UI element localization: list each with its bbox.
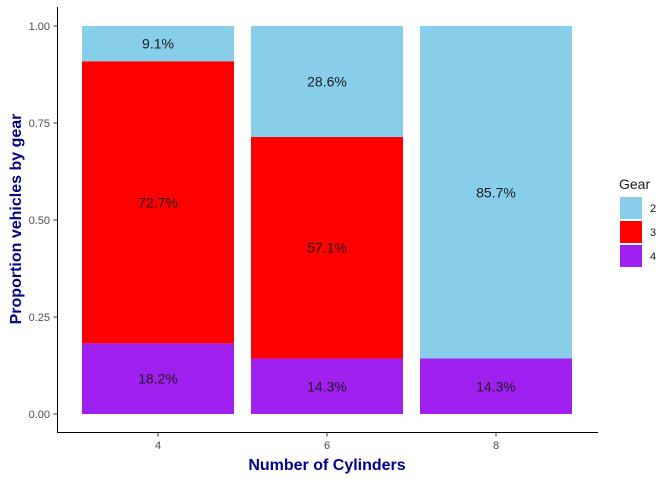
legend-label-gear-3: 3 xyxy=(650,227,656,239)
x-axis-title: Number of Cylinders xyxy=(248,457,405,474)
data-labels-layer: 18.2% 72.7% 9.1% 14.3% 57.1% 28.6% 14.3% 85.7% xyxy=(138,36,516,395)
bar-segment-cyl-6-gear-4 xyxy=(251,358,403,414)
bar-segment-cyl-6-gear-3 xyxy=(251,136,403,359)
legend: Gear 2 3 4 xyxy=(619,176,656,267)
bar-segment-cyl-8-gear-4 xyxy=(420,358,572,414)
y-axis-title: Proportion vehicles by gear xyxy=(8,114,25,325)
data-label-cyl-6-gear-4: 14.3% xyxy=(307,378,347,394)
data-label-cyl-6-gear-2: 28.6% xyxy=(307,73,347,89)
y-tick-label: 1.00 xyxy=(29,21,50,33)
x-axis-ticks: 4 6 8 xyxy=(155,432,499,452)
data-label-cyl-4-gear-2: 9.1% xyxy=(142,36,174,52)
x-tick-label: 8 xyxy=(493,440,499,452)
y-tick-label: 0.50 xyxy=(29,215,50,227)
x-tick-label: 4 xyxy=(155,440,161,452)
data-label-cyl-4-gear-3: 72.7% xyxy=(138,194,178,210)
y-tick-label: 0.00 xyxy=(29,409,50,421)
bar-segment-cyl-6-gear-2 xyxy=(251,26,403,137)
legend-label-gear-4: 4 xyxy=(650,251,656,263)
bar-segment-cyl-4-gear-4 xyxy=(82,343,234,414)
y-tick-label: 0.75 xyxy=(29,118,50,130)
legend-swatch-gear-4 xyxy=(620,245,642,267)
data-label-cyl-4-gear-4: 18.2% xyxy=(138,371,178,387)
bars-layer xyxy=(82,26,572,414)
legend-label-gear-2: 2 xyxy=(650,203,656,215)
legend-swatch-gear-3 xyxy=(620,221,642,243)
bar-segment-cyl-4-gear-3 xyxy=(82,61,234,344)
data-label-cyl-8-gear-4: 14.3% xyxy=(476,378,516,394)
legend-title: Gear xyxy=(619,176,650,192)
x-tick-label: 6 xyxy=(324,440,330,452)
bar-segment-cyl-4-gear-2 xyxy=(82,26,234,62)
data-label-cyl-8-gear-2: 85.7% xyxy=(476,184,516,200)
data-label-cyl-6-gear-3: 57.1% xyxy=(307,240,347,256)
y-tick-label: 0.25 xyxy=(29,312,50,324)
legend-swatch-gear-2 xyxy=(620,197,642,219)
y-axis-ticks: 0.00 0.25 0.50 0.75 1.00 xyxy=(29,21,58,421)
bar-segment-cyl-8-gear-2 xyxy=(420,26,572,359)
